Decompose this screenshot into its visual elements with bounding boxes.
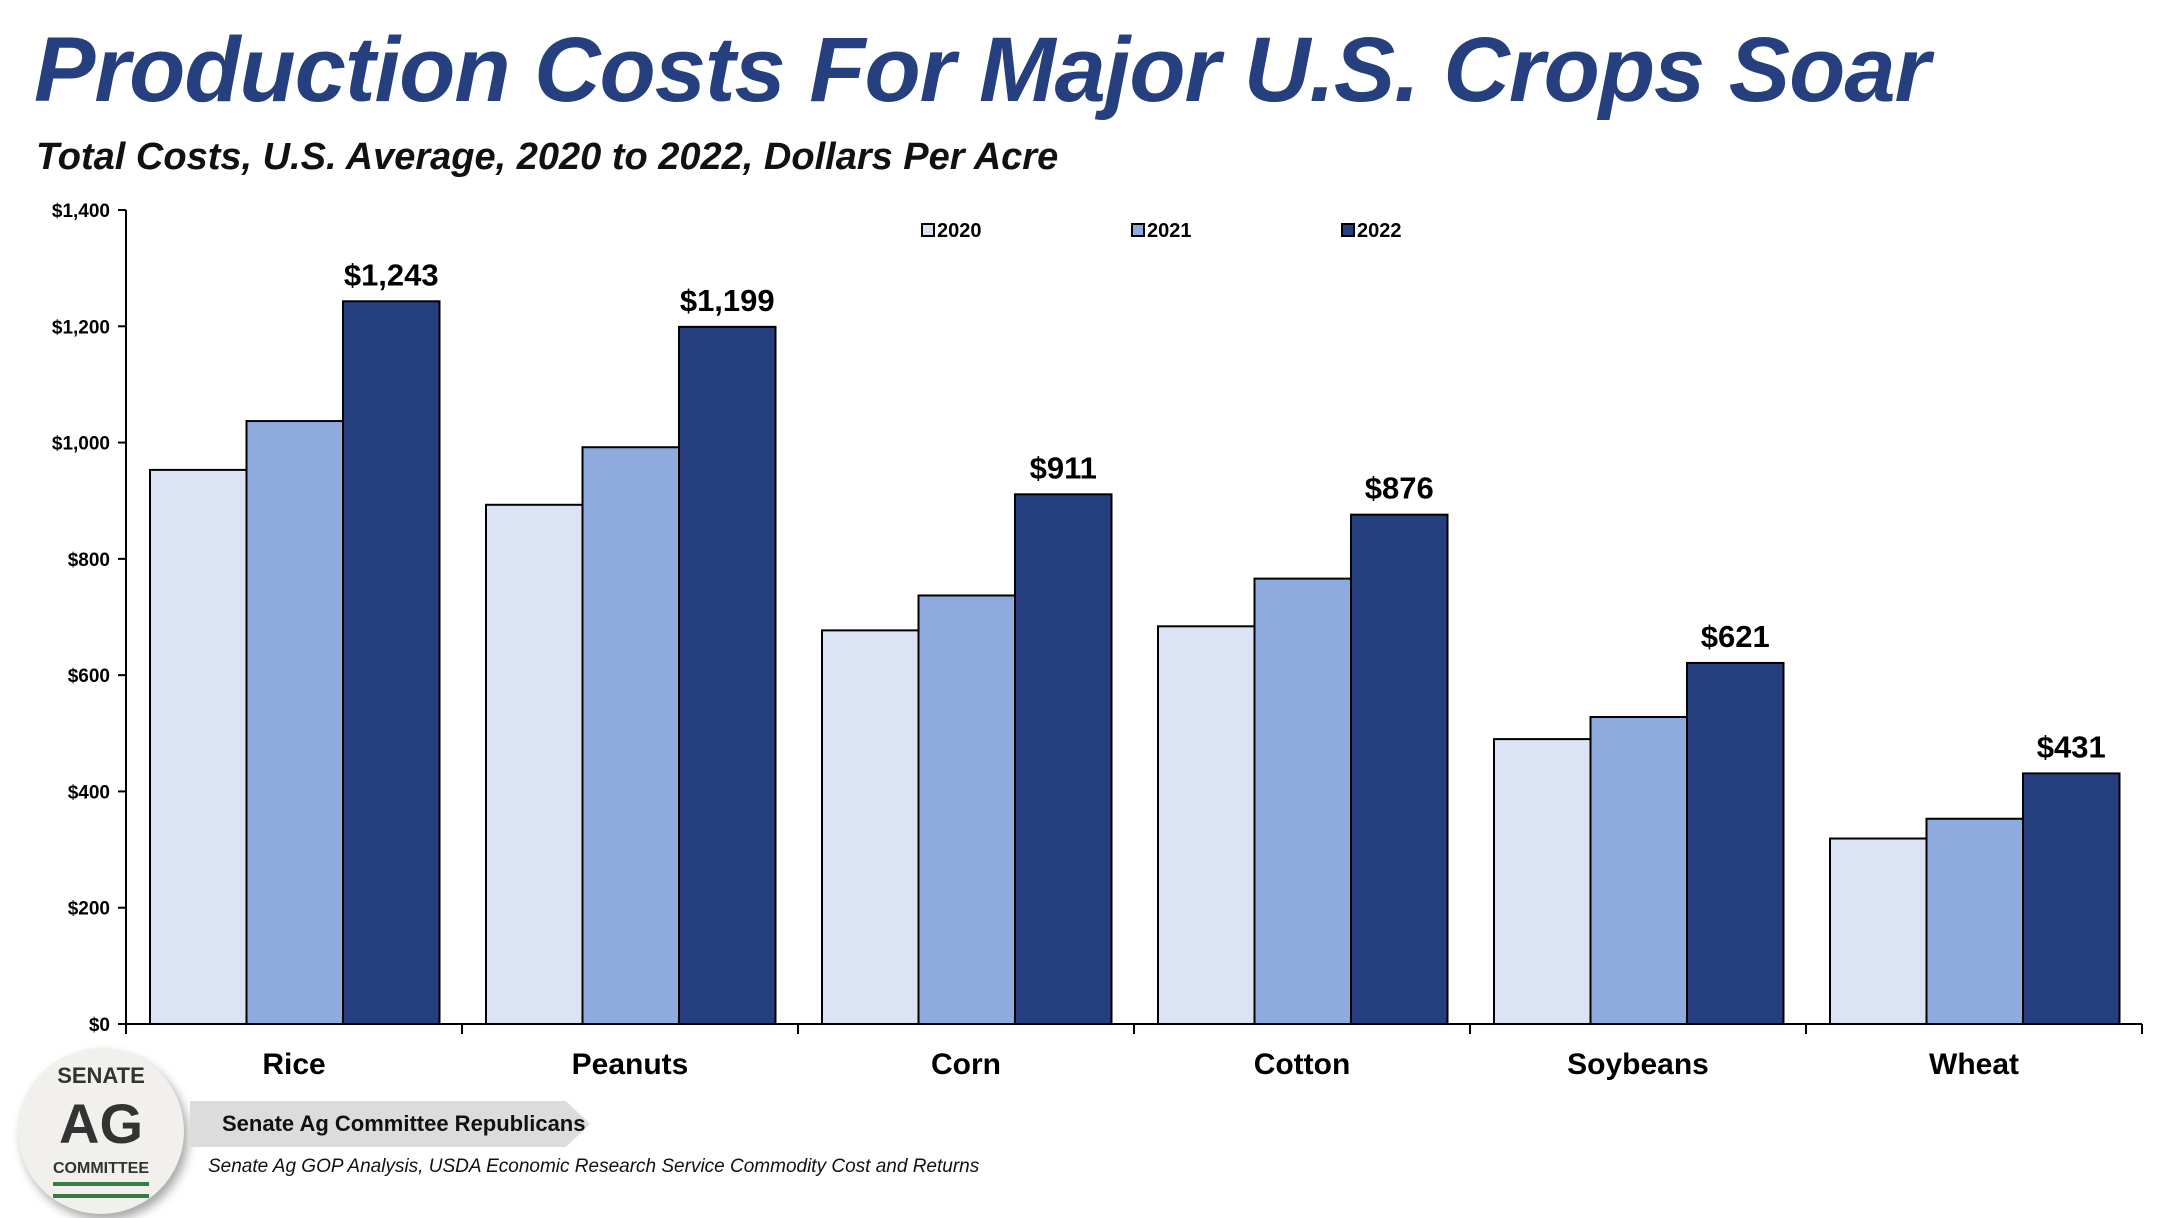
bar-2021-cotton — [1253, 577, 1352, 1026]
bar-2021-soybeans — [1589, 716, 1688, 1026]
bar-2022-cotton — [1350, 513, 1449, 1025]
y-tick-label: $1,400 — [52, 201, 110, 222]
source-note: Senate Ag GOP Analysis, USDA Economic Re… — [208, 1156, 980, 1177]
data-label: $1,199 — [680, 283, 775, 318]
legend-label: 2022 — [1357, 220, 1402, 242]
x-tick-label: Corn — [931, 1048, 1001, 1081]
logo-line-committee: COMMITTEE — [53, 1160, 149, 1177]
data-label: $621 — [1701, 619, 1770, 654]
data-label: $876 — [1365, 471, 1434, 506]
bar-2022-peanuts — [678, 325, 777, 1026]
bar-2021-rice — [245, 420, 344, 1025]
logo-line-ag: AG — [59, 1092, 143, 1155]
bar-2022-soybeans — [1686, 661, 1785, 1025]
banner-text: Senate Ag Committee Republicans — [222, 1111, 586, 1136]
bar-2022-corn — [1014, 493, 1113, 1026]
y-tick-label: $1,000 — [52, 434, 110, 455]
senate-ag-logo: SENATE AG COMMITTEE — [18, 1048, 184, 1214]
data-label: $911 — [1030, 450, 1097, 485]
chart-subtitle: Total Costs, U.S. Average, 2020 to 2022,… — [36, 136, 1059, 178]
x-tick-label: Peanuts — [572, 1048, 689, 1081]
legend-swatch-2020 — [921, 223, 935, 237]
y-tick-label: $200 — [68, 899, 110, 920]
y-tick-label: $400 — [68, 782, 110, 803]
x-tick-label: Wheat — [1929, 1048, 2019, 1081]
chart-title: Production Costs For Major U.S. Crops So… — [34, 19, 1930, 121]
bar-2022-rice — [342, 300, 441, 1025]
y-tick-label: $0 — [89, 1015, 110, 1036]
bar-2021-peanuts — [581, 446, 680, 1026]
banner: Senate Ag Committee Republicans — [190, 1101, 590, 1147]
bar-2020-soybeans — [1493, 738, 1592, 1025]
bar-2020-rice — [149, 468, 248, 1025]
bar-2021-corn — [917, 594, 1016, 1025]
legend-label: 2021 — [1147, 220, 1192, 242]
logo-field-lines — [53, 1182, 149, 1198]
x-tick-label: Cotton — [1254, 1048, 1351, 1081]
data-label: $431 — [2037, 729, 2106, 764]
bar-chart: $0 $200 $400 $600 $800 $1,000 $1,200 $1,400 $1,2… — [52, 201, 2143, 1081]
x-tick-label: Soybeans — [1567, 1048, 1709, 1081]
bar-2020-cotton — [1157, 625, 1256, 1025]
legend-label: 2020 — [937, 220, 982, 242]
bar-2020-peanuts — [485, 503, 584, 1025]
bar-2020-corn — [821, 629, 920, 1025]
logo-line-senate: SENATE — [57, 1063, 145, 1088]
y-tick-label: $800 — [68, 550, 110, 571]
data-label: $1,243 — [344, 257, 439, 292]
bar-2022-wheat — [2022, 772, 2121, 1026]
legend-swatch-2022 — [1341, 223, 1355, 237]
legend-swatch-2021 — [1131, 223, 1145, 237]
x-tick-label: Rice — [262, 1048, 325, 1081]
y-tick-label: $600 — [68, 666, 110, 687]
bar-2020-wheat — [1829, 837, 1928, 1025]
y-tick-label: $1,200 — [52, 317, 110, 338]
bar-2021-wheat — [1925, 817, 2024, 1026]
